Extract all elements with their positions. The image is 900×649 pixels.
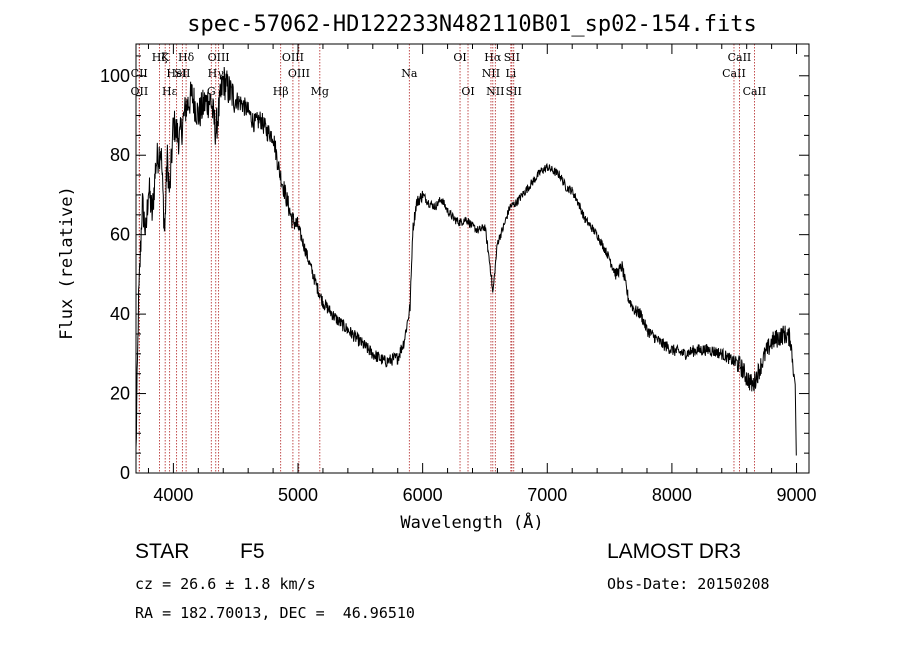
spectral-line-label: OI [461, 85, 474, 98]
obs-date-info: Obs-Date: 20150208 [607, 575, 770, 593]
spectral-line-label: CII [131, 67, 148, 80]
y-tick-label: 20 [110, 384, 130, 404]
x-tick-label: 5000 [278, 485, 318, 505]
spectral-line-label: Mg [311, 85, 329, 98]
spectral-line-label: Li [505, 67, 516, 80]
spectral-line-label: CaII [722, 67, 746, 80]
spectral-line-label: Hβ [273, 85, 289, 98]
spectrum-line [135, 66, 797, 456]
spectral-line-label: Na [401, 67, 418, 80]
spectral-line-label: OIII [282, 51, 304, 64]
axis-ticks: 4000 5000 6000 7000 8000 9000 0 20 40 60 80 100 [100, 44, 817, 505]
spectral-line-label: OII [131, 85, 149, 98]
plot-frame [135, 43, 810, 474]
spectral-line-label: K [161, 51, 170, 64]
redshift-info: cz = 26.6 ± 1.8 km/s [135, 575, 316, 593]
spectral-line-label: SII [504, 51, 520, 64]
spectral-line-label: Hζ [152, 51, 168, 64]
y-tick-label: 100 [100, 66, 130, 86]
y-tick-label: 80 [110, 145, 130, 165]
spectral-line-label: NII [486, 85, 504, 98]
spectral-line-label: CaII [743, 85, 767, 98]
y-tick-label: 0 [120, 463, 130, 483]
spectral-line-label: OIII [208, 51, 230, 64]
x-tick-label: 4000 [153, 485, 193, 505]
spectral-line-label: Hδ [178, 51, 195, 64]
spectral-line-label: G [207, 85, 216, 98]
spectral-line-label: NII [482, 67, 500, 80]
y-tick-label: 40 [110, 304, 130, 324]
spectral-line-label: OI [453, 51, 466, 64]
spectral-subclass: F5 [240, 540, 265, 563]
x-tick-label: 6000 [403, 485, 443, 505]
spectral-line-label: Hγ [208, 67, 225, 80]
object-type: STAR [135, 540, 190, 563]
spectral-line-label: SII [174, 67, 190, 80]
y-axis-label: Flux (relative) [57, 186, 77, 340]
spectral-line-label: SII [506, 85, 522, 98]
survey-name: LAMOST DR3 [607, 540, 741, 563]
x-axis-label: Wavelength (Å) [400, 511, 543, 533]
spectrum-series [135, 66, 797, 456]
coordinates-info: RA = 182.70013, DEC = 46.96510 [135, 604, 415, 622]
spectral-line-label: CaII [728, 51, 752, 64]
spectral-line-label: Hε [162, 85, 178, 98]
spectral-line-label: HeI [166, 67, 186, 80]
spectral-line-label: Hα [484, 51, 502, 64]
x-tick-label: 7000 [527, 485, 567, 505]
chart-title: spec-57062-HD122233N482110B01_sp02-154.f… [187, 12, 757, 37]
y-tick-label: 60 [110, 225, 130, 245]
spectral-line-label: OIII [288, 67, 310, 80]
x-tick-label: 9000 [777, 485, 817, 505]
x-tick-label: 8000 [652, 485, 692, 505]
